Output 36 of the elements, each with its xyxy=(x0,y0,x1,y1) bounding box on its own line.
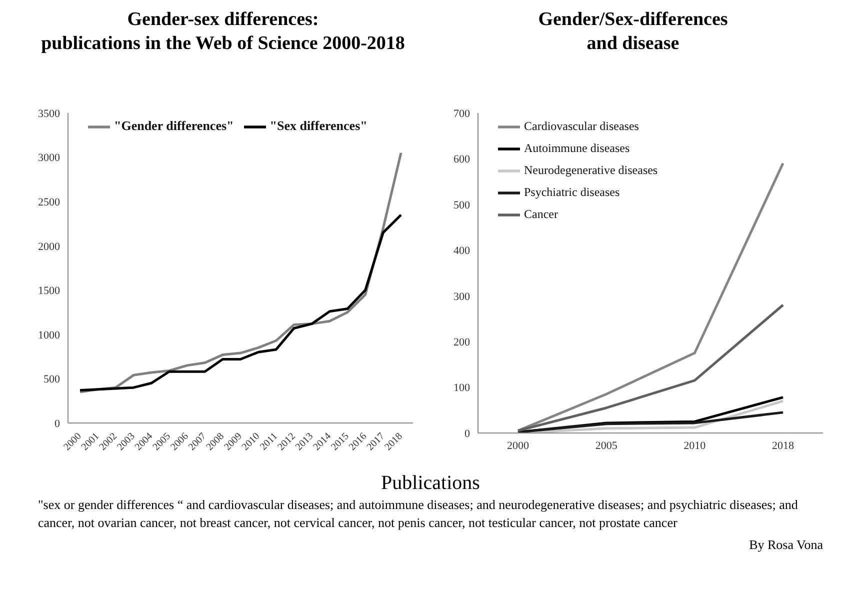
chart-title: Gender/Sex-differences and disease xyxy=(538,8,728,56)
x-tick-label: 2018 xyxy=(772,440,794,452)
line-series xyxy=(516,304,784,432)
legend-label: Neurodegenerative diseases xyxy=(524,162,658,177)
x-tick-label: 2010 xyxy=(684,440,706,452)
line-series xyxy=(516,411,784,433)
y-tick-label: 400 xyxy=(454,245,470,258)
y-tick-label: 500 xyxy=(44,374,60,386)
y-tick-label: 1000 xyxy=(38,329,60,342)
text: By Rosa Vona xyxy=(748,536,824,554)
y-tick-label: 2000 xyxy=(38,240,60,253)
y-tick-label: 0 xyxy=(464,428,470,440)
y-tick-label: 3000 xyxy=(38,152,60,164)
y-tick-label: 600 xyxy=(454,154,470,166)
legend-label: Cardiovascular diseases xyxy=(524,118,639,133)
y-tick-label: 2500 xyxy=(38,196,60,208)
x-tick-label: 2000 xyxy=(507,440,530,452)
legend-label: "Gender differences" xyxy=(114,118,234,133)
y-tick-label: 500 xyxy=(454,199,470,212)
legend-label: Psychiatric diseases xyxy=(524,184,620,199)
line-series xyxy=(516,162,784,432)
y-tick-label: 1500 xyxy=(38,285,60,298)
chart-title: Gender-sex differences: publications in the Web of Science 2000-2018 xyxy=(41,8,405,56)
y-tick-label: 100 xyxy=(454,382,470,394)
y-tick-label: 700 xyxy=(454,108,470,120)
line-series xyxy=(78,214,402,392)
y-tick-label: 300 xyxy=(454,290,470,303)
legend-label: "Sex differences" xyxy=(270,118,368,133)
y-tick-label: 3500 xyxy=(38,108,60,120)
text: "sex or gender differences “ and cardiovascular diseases; and autoimmune diseases; and neurodegenerative diseases; and psychiatric diseases; and cancer, not ovarian cancer, not breast cancer, not cervical cancer, not penis cancer, not testicular cancer, not prostate cancer xyxy=(37,496,799,532)
x-tick-label: 2005 xyxy=(595,440,618,452)
legend-label: Cancer xyxy=(524,206,558,221)
legend-label: Autoimmune diseases xyxy=(524,140,630,155)
y-tick-label: 200 xyxy=(454,336,470,348)
text: Publications xyxy=(380,472,481,494)
y-tick-label: 0 xyxy=(54,418,60,430)
